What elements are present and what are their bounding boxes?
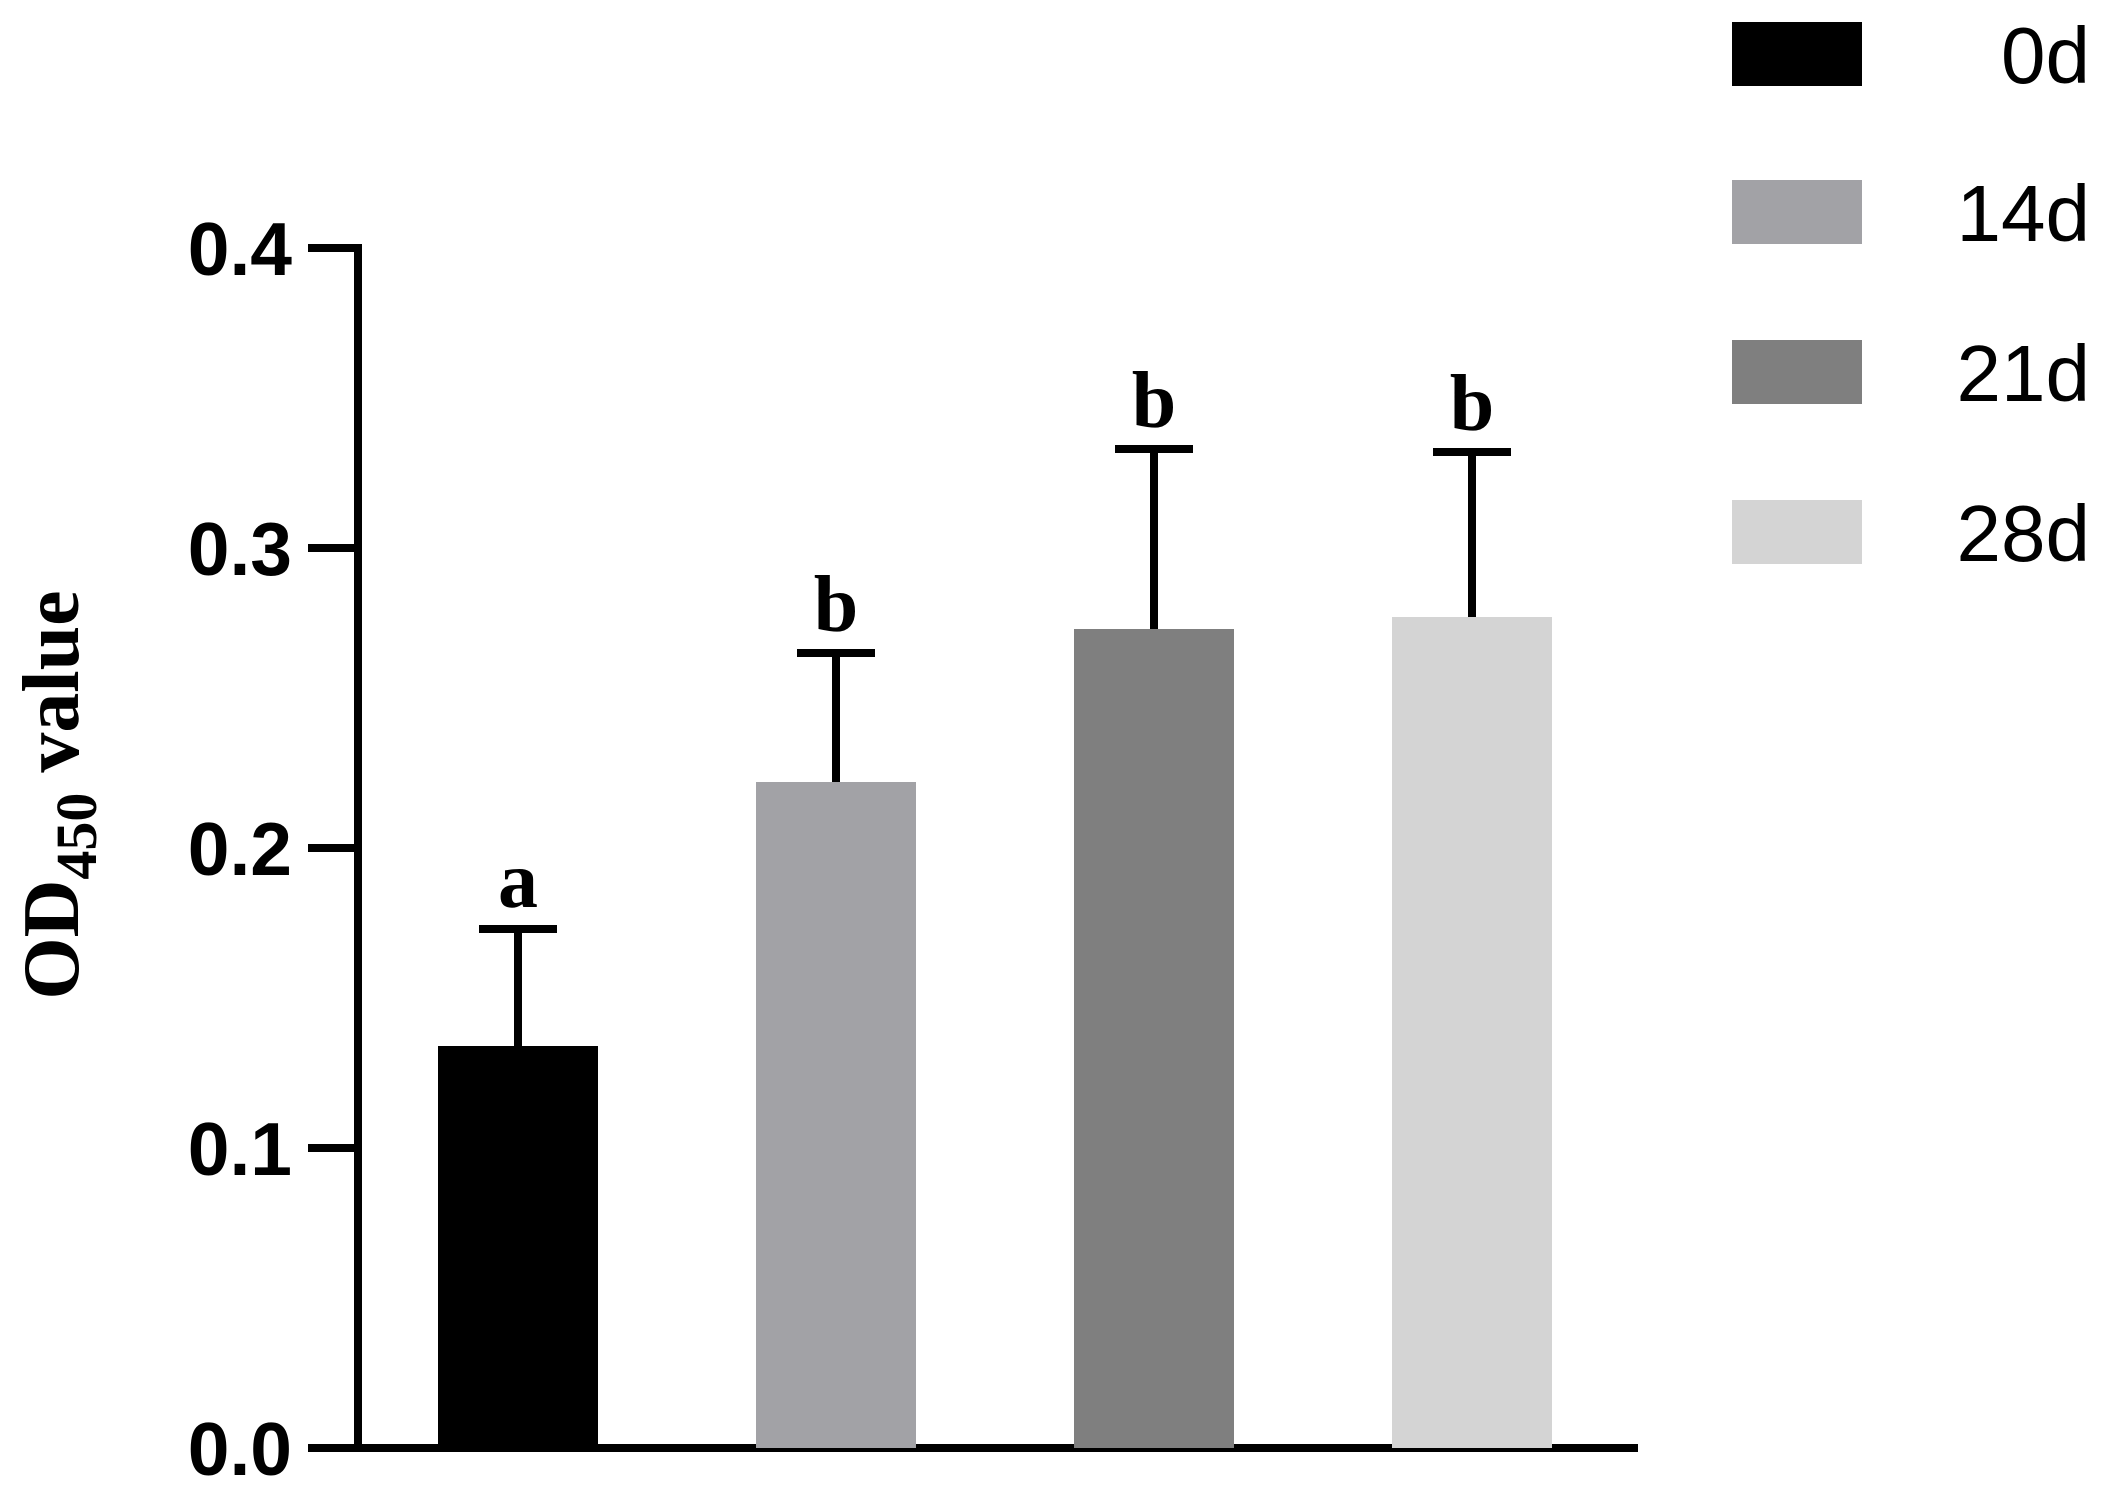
y-tick-label: 0.0 [188, 1407, 292, 1491]
legend-swatch [1732, 22, 1862, 86]
legend-label: 28d [1957, 489, 2090, 578]
y-tick-label: 0.3 [188, 507, 292, 591]
significance-label: a [498, 837, 538, 925]
bar [438, 1046, 598, 1448]
y-axis-label-subscript: 450 [44, 793, 109, 880]
legend: 0d 14d 21d 28d [1732, 11, 2090, 578]
significance-label: b [1450, 360, 1495, 448]
y-tick-label: 0.2 [188, 807, 292, 891]
y-axis-label: OD450 value [8, 590, 109, 999]
bar [756, 782, 916, 1448]
legend-swatch [1732, 500, 1862, 564]
legend-swatch [1732, 180, 1862, 244]
significance-label: b [814, 561, 859, 649]
y-axis-label-main: OD [8, 880, 96, 1000]
legend-swatch [1732, 340, 1862, 404]
y-tick-label: 0.4 [188, 207, 293, 291]
y-tick-label: 0.1 [188, 1107, 292, 1191]
legend-label: 14d [1957, 169, 2090, 258]
bar [1074, 629, 1234, 1448]
y-axis-label-rest: value [8, 590, 96, 792]
legend-label: 21d [1957, 329, 2090, 418]
bars: a b b b [438, 357, 1552, 1448]
legend-label: 0d [2001, 11, 2090, 100]
significance-label: b [1132, 357, 1177, 445]
bar [1392, 617, 1552, 1448]
